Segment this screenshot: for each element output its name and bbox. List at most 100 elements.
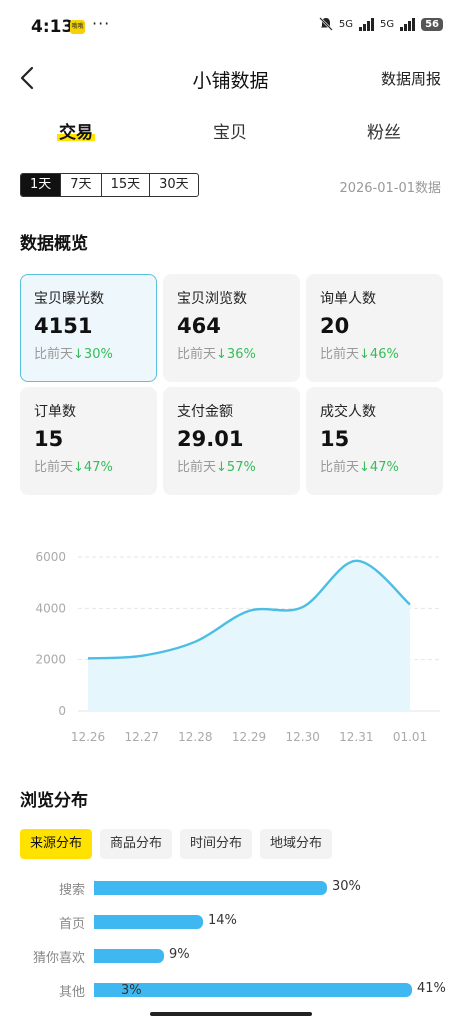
arrow-down-icon: ↓ xyxy=(359,347,370,362)
metric-compare: 比前天↓36% xyxy=(177,343,300,362)
x-tick-label: 12.26 xyxy=(71,730,105,744)
tab-trade-label: 交易 xyxy=(59,123,93,143)
distribution-track xyxy=(94,915,412,929)
signal-label-2: 5G xyxy=(379,18,395,30)
range-30-days[interactable]: 30天 xyxy=(149,174,198,196)
tab-items[interactable]: 宝贝 xyxy=(213,118,247,143)
y-tick-label: 4000 xyxy=(35,601,66,615)
back-button[interactable] xyxy=(16,64,40,92)
card-inquiries[interactable]: 询单人数 20 比前天↓46% xyxy=(306,274,443,382)
tab-product-distribution[interactable]: 商品分布 xyxy=(100,829,173,859)
home-indicator[interactable] xyxy=(150,1012,312,1016)
y-tick-label: 6000 xyxy=(35,550,66,564)
range-1-day[interactable]: 1天 xyxy=(21,174,61,196)
metric-compare: 比前天↓47% xyxy=(320,456,443,475)
distribution-bar xyxy=(94,949,164,963)
card-orders[interactable]: 订单数 15 比前天↓47% xyxy=(20,387,157,495)
signal-bars-icon-2 xyxy=(400,17,416,31)
notification-app-icon: 哦哦 xyxy=(70,20,85,34)
metric-label: 支付金额 xyxy=(177,404,233,420)
metric-value: 15 xyxy=(34,427,64,451)
card-views[interactable]: 宝贝浏览数 464 比前天↓36% xyxy=(163,274,300,382)
card-buyers[interactable]: 成交人数 15 比前天↓47% xyxy=(306,387,443,495)
distribution-row: 首页 14% xyxy=(0,913,461,932)
tab-region-distribution[interactable]: 地域分布 xyxy=(260,829,333,859)
distribution-category: 搜索 xyxy=(58,883,85,898)
more-notifications-icon: ··· xyxy=(92,14,111,33)
arrow-down-icon: ↓ xyxy=(73,347,84,362)
metric-change: 36% xyxy=(226,347,256,362)
compare-prefix: 比前天 xyxy=(34,460,74,475)
mute-icon xyxy=(318,17,333,31)
distribution-row: 猜你喜欢 9% xyxy=(0,947,461,966)
tab-fans-label: 粉丝 xyxy=(367,123,401,143)
signal-label-1: 5G xyxy=(338,18,353,30)
distribution-category: 其他 xyxy=(58,985,85,1000)
distribution-category: 首页 xyxy=(58,917,85,932)
metric-label: 订单数 xyxy=(34,404,76,420)
distribution-bar xyxy=(94,881,327,895)
metric-change: 57% xyxy=(226,460,256,475)
distribution-track xyxy=(94,949,412,963)
overview-title: 数据概览 xyxy=(20,234,88,254)
distribution-percent: 14% xyxy=(208,913,237,928)
metric-value: 15 xyxy=(320,427,350,451)
status-icons: 5G 5G 56 xyxy=(318,17,443,31)
date-range-selector: 1天 7天 15天 30天 xyxy=(20,173,199,197)
tab-source-distribution[interactable]: 来源分布 xyxy=(20,829,93,859)
distribution-inner-label: 3% xyxy=(121,983,142,998)
weekly-report-link[interactable]: 数据周报 xyxy=(380,70,441,88)
metric-value: 464 xyxy=(177,314,221,338)
tab-trade[interactable]: 交易 xyxy=(57,118,95,143)
metric-label: 宝贝浏览数 xyxy=(177,291,247,307)
metric-label: 成交人数 xyxy=(320,404,376,420)
compare-prefix: 比前天 xyxy=(34,347,74,362)
trend-area xyxy=(88,560,410,711)
metric-compare: 比前天↓47% xyxy=(34,456,157,475)
arrow-down-icon: ↓ xyxy=(73,460,84,475)
x-tick-label: 12.29 xyxy=(232,730,266,744)
chevron-left-icon xyxy=(20,66,34,90)
metric-compare: 比前天↓46% xyxy=(320,343,443,362)
tab-time-distribution[interactable]: 时间分布 xyxy=(180,829,253,859)
range-15-days[interactable]: 15天 xyxy=(100,174,150,196)
distribution-percent: 30% xyxy=(332,879,361,894)
data-date-label: 2026-01-01数据 xyxy=(339,181,441,196)
card-payment[interactable]: 支付金额 29.01 比前天↓57% xyxy=(163,387,300,495)
x-tick-label: 12.30 xyxy=(285,730,319,744)
compare-prefix: 比前天 xyxy=(320,347,360,362)
range-7-days[interactable]: 7天 xyxy=(60,174,100,196)
y-tick-label: 0 xyxy=(58,704,66,718)
card-exposure[interactable]: 宝贝曝光数 4151 比前天↓30% xyxy=(20,274,157,382)
x-tick-label: 12.28 xyxy=(178,730,212,744)
metric-value: 29.01 xyxy=(177,427,244,451)
metric-value: 4151 xyxy=(34,314,93,338)
distribution-percent: 41% xyxy=(417,981,446,996)
distribution-tabs: 来源分布 商品分布 时间分布 地域分布 xyxy=(20,829,333,859)
tab-fans[interactable]: 粉丝 xyxy=(367,118,401,143)
distribution-row: 其他 3% 41% xyxy=(0,981,461,1000)
x-tick-label: 01.01 xyxy=(393,730,427,744)
battery-icon: 56 xyxy=(421,17,443,31)
metric-label: 询单人数 xyxy=(320,291,376,307)
metric-value: 20 xyxy=(320,314,350,338)
metric-compare: 比前天↓57% xyxy=(177,456,300,475)
distribution-percent: 9% xyxy=(169,947,190,962)
arrow-down-icon: ↓ xyxy=(359,460,370,475)
arrow-down-icon: ↓ xyxy=(216,460,227,475)
distribution-row: 搜索 30% xyxy=(0,879,461,898)
metric-change: 47% xyxy=(369,460,399,475)
metric-change: 46% xyxy=(369,347,399,362)
metric-label: 宝贝曝光数 xyxy=(34,291,104,307)
distribution-track xyxy=(94,881,412,895)
distribution-bar xyxy=(94,983,412,997)
metric-compare: 比前天↓30% xyxy=(34,343,156,362)
page-title: 小铺数据 xyxy=(192,70,269,92)
x-tick-label: 12.27 xyxy=(124,730,158,744)
main-tabs: 交易 宝贝 粉丝 xyxy=(0,112,461,152)
signal-bars-icon xyxy=(358,17,374,31)
distribution-track: 3% xyxy=(94,983,412,998)
metric-change: 47% xyxy=(83,460,113,475)
distribution-category: 猜你喜欢 xyxy=(32,951,85,966)
status-bar: 4:13 哦哦 ··· 5G 5G 56 xyxy=(0,0,461,56)
